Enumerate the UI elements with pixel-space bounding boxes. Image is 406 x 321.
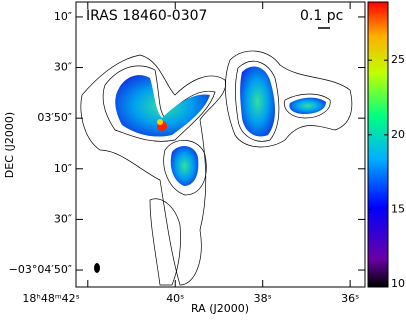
emission (289, 97, 326, 114)
colorbar-tick-label: 15 (391, 202, 405, 215)
colorbar (367, 1, 389, 288)
emission-peak (157, 119, 163, 125)
y-tick-label: 10″ (54, 162, 72, 175)
chart-title: IRAS 18460-0307 (86, 8, 207, 24)
contour (225, 50, 353, 148)
x-tick-label: 40ˢ (166, 292, 184, 305)
y-tick-label: 10″ (54, 10, 72, 23)
scale-bar-label: 0.1 pc (300, 8, 343, 24)
contour (102, 65, 216, 142)
beam (94, 263, 100, 273)
x-tick-label: 36ˢ (341, 292, 359, 305)
contour (149, 198, 181, 286)
y-tick-label: 03′50″ (37, 111, 72, 124)
colorbar-tick-label: 10 (391, 277, 405, 290)
x-tick-label: 38ˢ (254, 292, 272, 305)
x-tick-label: 18ʰ48ᵐ42ˢ (22, 292, 79, 305)
contour (235, 60, 280, 142)
emission (170, 146, 199, 186)
x-axis-label: RA (J2000) (191, 302, 249, 315)
y-tick-label: 30″ (54, 61, 72, 74)
y-tick-label: 30″ (54, 212, 72, 225)
contour (284, 93, 331, 119)
emission (115, 75, 210, 137)
emission (240, 66, 275, 137)
colorbar-tick-label: 20 (391, 128, 405, 141)
y-axis-label: DEC (J2000) (3, 112, 16, 178)
colorbar-tick-label: 25 (391, 53, 405, 66)
contour (163, 140, 207, 196)
plot-frame (75, 1, 366, 288)
contour (80, 54, 226, 286)
map-image (80, 50, 353, 286)
y-tick-label: −03°04′50″ (9, 263, 72, 276)
